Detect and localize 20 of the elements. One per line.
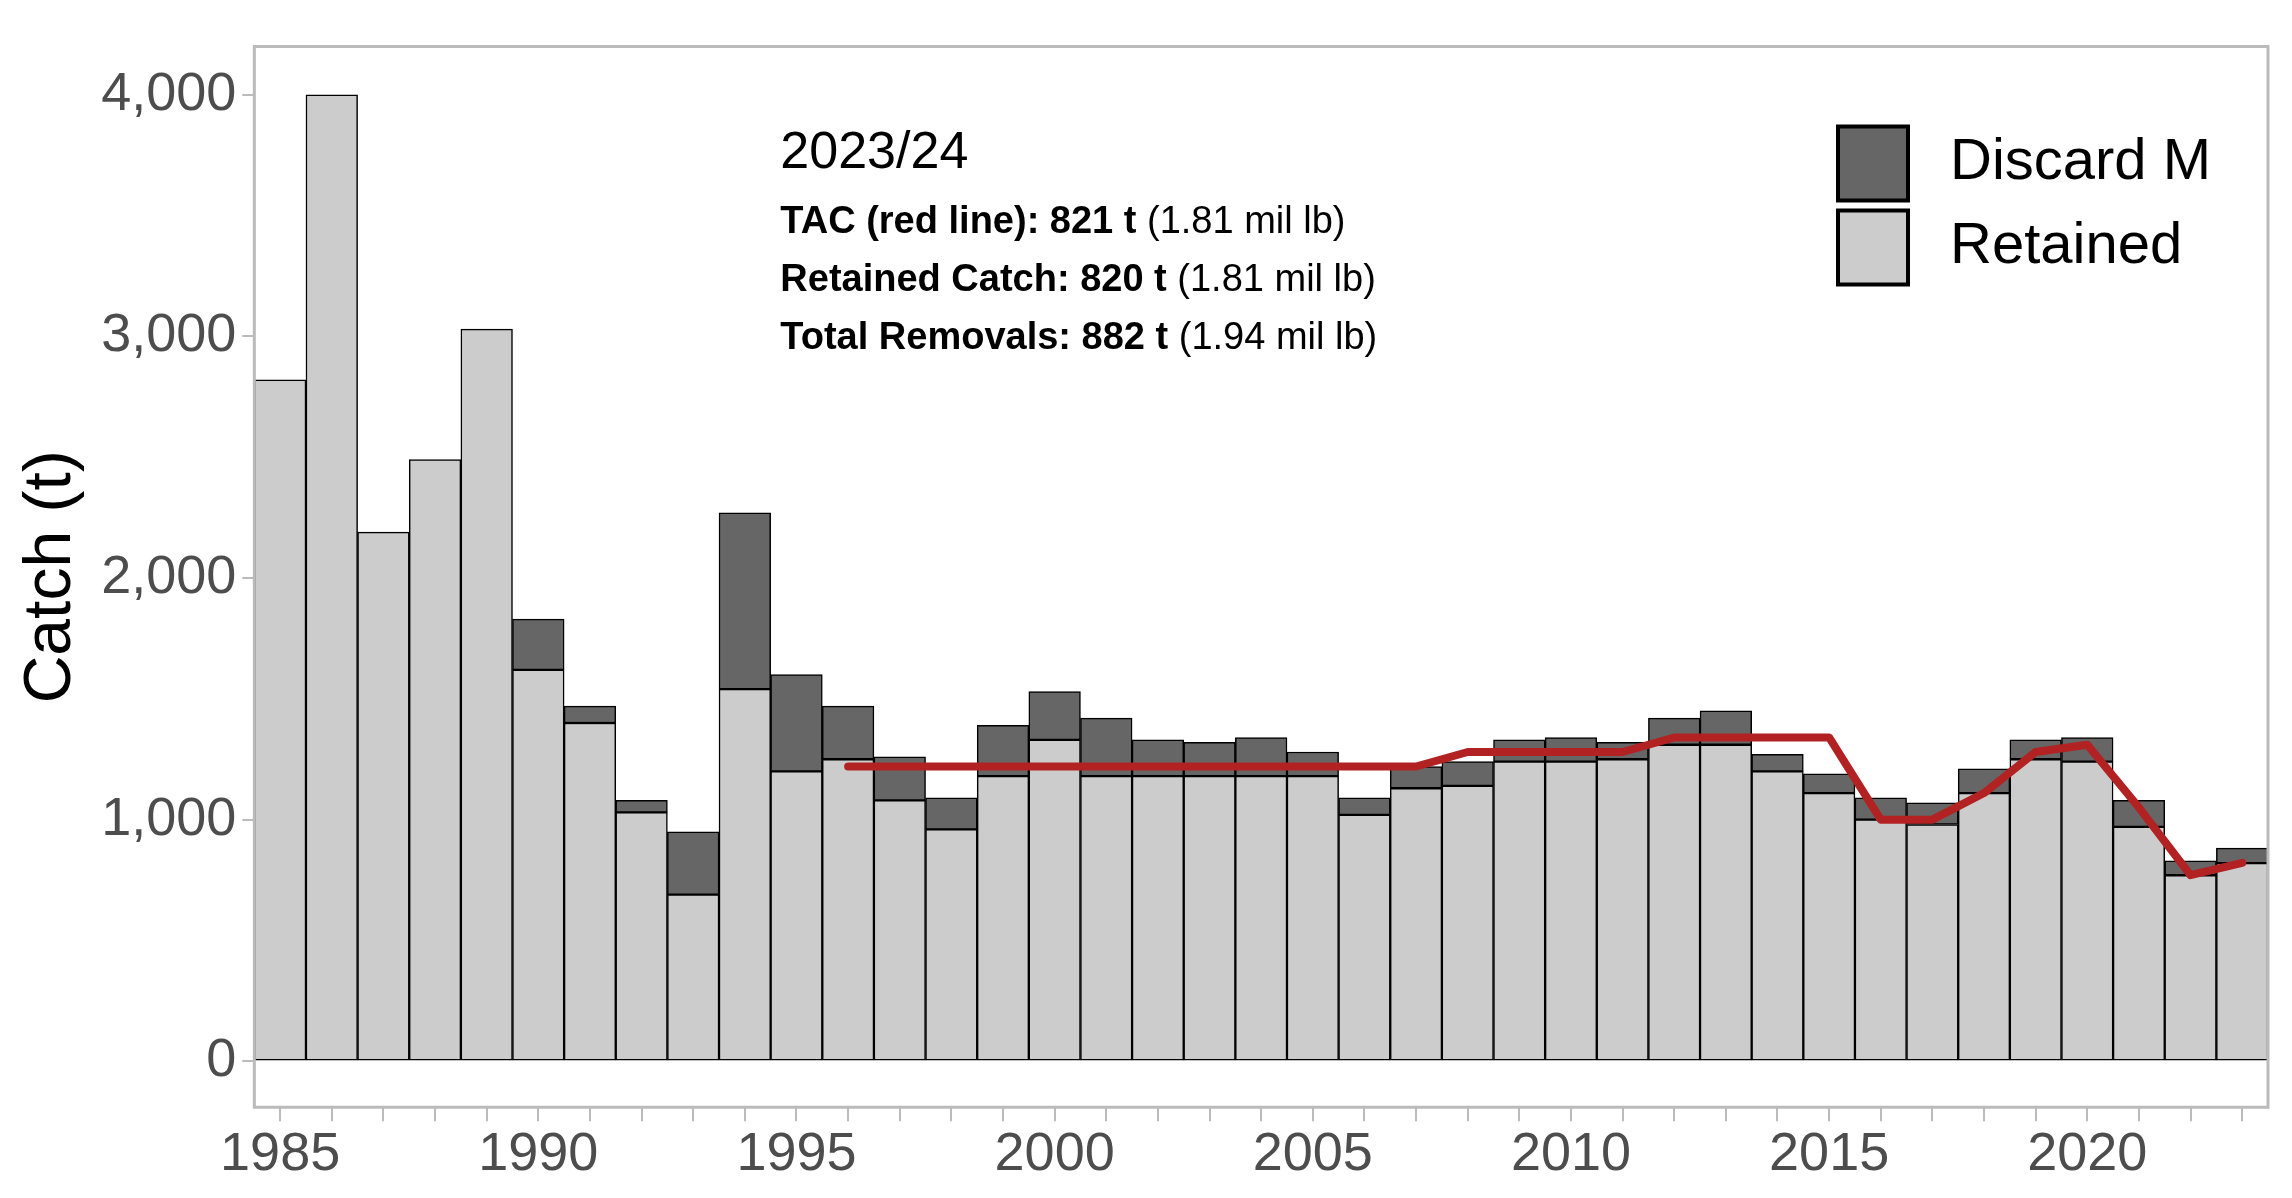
annotation: TAC (red line): 821 t (1.81 mil lb) [780, 199, 1346, 242]
legend-label: Retained [1950, 210, 2183, 276]
x-tick-label: 1985 [220, 1121, 341, 1182]
x-tick-label: 2020 [2027, 1121, 2148, 1182]
annotation: 2023/24 [780, 121, 969, 180]
x-tick-label: 2005 [1252, 1121, 1373, 1182]
x-tick-label: 1995 [736, 1121, 857, 1182]
y-tick-label: 0 [206, 1027, 237, 1088]
x-tick-label: 1990 [478, 1121, 599, 1182]
legend-label: Discard M [1950, 126, 2212, 192]
annotation: Total Removals: 882 t (1.94 mil lb) [780, 315, 1378, 358]
y-tick-label: 4,000 [101, 60, 237, 121]
x-tick-label: 2010 [1510, 1121, 1632, 1182]
y-tick-label: 2,000 [101, 543, 237, 604]
y-axis-title: Catch (t) [9, 450, 84, 704]
y-tick-label: 1,000 [101, 785, 237, 846]
x-tick-label: 2000 [994, 1121, 1115, 1182]
y-tick-label: 3,000 [101, 302, 237, 363]
annotation: Retained Catch: 820 t (1.81 mil lb) [780, 257, 1376, 300]
x-tick-label: 2015 [1769, 1121, 1890, 1182]
